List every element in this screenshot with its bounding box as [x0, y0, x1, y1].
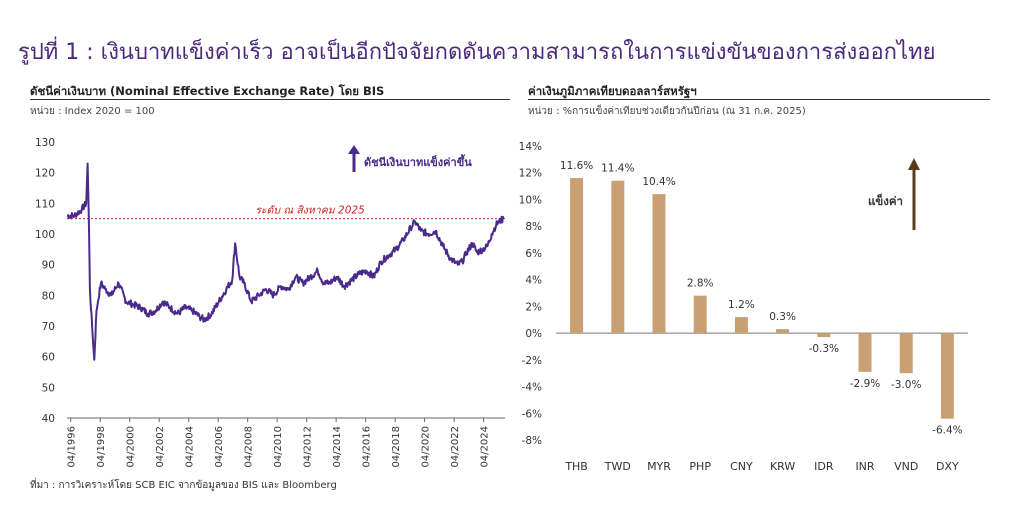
right-bar-data-label: 1.2% — [728, 299, 755, 311]
right-y-tick-label: 10% — [519, 194, 542, 206]
right-y-tick-label: 14% — [519, 141, 542, 153]
right-y-tick-label: 4% — [525, 275, 542, 287]
right-chart-unit: หน่วย : %การแข็งค่าเทียบช่วงเดียวกันปีก่… — [528, 106, 806, 117]
left-chart-unit: หน่วย : Index 2020 = 100 — [30, 106, 155, 117]
source-note: ที่มา : การวิเคราะห์โดย SCB EIC จากข้อมู… — [30, 480, 337, 491]
right-category-label: DXY — [936, 460, 959, 473]
right-category-label: THB — [564, 460, 588, 473]
right-bar — [570, 178, 584, 334]
right-bar-data-label: -0.3% — [809, 343, 839, 355]
right-bar — [652, 194, 666, 334]
right-bar-data-label: 2.8% — [687, 278, 714, 290]
left-x-tick-label: 04/1996 — [67, 426, 78, 468]
left-chart-title: ดัชนีค่าเงินบาท (Nominal Effective Excha… — [30, 84, 385, 98]
right-y-tick-label: 8% — [525, 221, 542, 233]
left-x-tick-label: 04/2008 — [244, 426, 255, 468]
left-y-tick-label: 100 — [35, 229, 55, 241]
left-chart-title-rule — [30, 99, 510, 100]
left-x-tick-label: 04/2018 — [391, 426, 402, 468]
left-y-tick-label: 110 — [35, 198, 55, 210]
right-bar — [611, 180, 625, 334]
page-title: รูปที่ 1 : เงินบาทแข็งค่าเร็ว อาจเป็นอีก… — [18, 40, 936, 65]
right-bar — [899, 333, 913, 374]
right-bar — [693, 295, 707, 334]
right-bar-data-label: -2.9% — [850, 378, 880, 390]
left-reference-label: ระดับ ณ สิงหาคม 2025 — [255, 205, 365, 217]
right-category-label: KRW — [770, 460, 795, 473]
right-y-tick-label: 2% — [525, 301, 542, 313]
right-bar — [776, 329, 790, 334]
right-bar-data-label: 10.4% — [642, 176, 675, 188]
right-category-label: PHP — [689, 460, 711, 473]
right-chart-title: ค่าเงินภูมิภาคเทียบดอลลาร์สหรัฐฯ — [528, 84, 697, 98]
right-category-label: TWD — [604, 460, 631, 473]
left-x-tick-label: 04/2022 — [450, 426, 461, 468]
right-bar — [940, 333, 954, 419]
left-x-tick-label: 04/2002 — [155, 426, 166, 468]
right-y-tick-label: -8% — [522, 435, 542, 447]
left-x-tick-label: 04/2024 — [480, 426, 491, 468]
left-series-line — [66, 162, 505, 361]
right-bar-data-label: 0.3% — [769, 311, 796, 323]
left-annotation-text: ดัชนีเงินบาทแข็งค่าขึ้น — [364, 154, 472, 169]
right-annotation-text: แข็งค่า — [868, 193, 903, 208]
right-category-label: VND — [894, 460, 918, 473]
left-y-tick-label: 70 — [42, 321, 55, 333]
left-x-tick-label: 04/2016 — [362, 426, 373, 468]
right-bar — [734, 317, 748, 334]
left-y-tick-label: 130 — [35, 137, 55, 149]
left-x-tick-label: 04/2012 — [303, 426, 314, 468]
right-chart-title-rule — [528, 99, 990, 100]
left-x-tick-label: 04/2006 — [214, 426, 225, 468]
left-x-tick-label: 04/2010 — [273, 426, 284, 468]
left-x-tick-label: 04/1998 — [96, 426, 107, 468]
right-category-label: MYR — [647, 460, 671, 473]
left-y-tick-label: 40 — [42, 413, 55, 425]
right-bar-data-label: 11.4% — [601, 163, 634, 175]
right-y-tick-label: 12% — [519, 168, 542, 180]
left-annotation-arrow-head — [348, 145, 360, 154]
right-category-label: INR — [855, 460, 874, 473]
right-y-tick-label: -6% — [522, 408, 542, 420]
right-bar-data-label: -6.4% — [932, 425, 962, 437]
right-bar — [858, 333, 872, 372]
right-y-tick-label: -2% — [522, 355, 542, 367]
right-bar — [817, 333, 831, 338]
left-y-tick-label: 60 — [42, 352, 55, 364]
right-y-tick-label: 6% — [525, 248, 542, 260]
left-y-tick-label: 90 — [42, 260, 55, 272]
right-bar-data-label: -3.0% — [891, 379, 921, 391]
left-y-tick-label: 50 — [42, 382, 55, 394]
right-y-tick-label: -4% — [522, 382, 542, 394]
left-x-tick-label: 04/2014 — [332, 426, 343, 468]
right-annotation-arrow-head — [908, 158, 920, 170]
right-bar-data-label: 11.6% — [560, 160, 593, 172]
left-x-tick-label: 04/2000 — [126, 426, 137, 468]
left-x-tick-label: 04/2004 — [185, 426, 196, 468]
left-y-tick-label: 120 — [35, 168, 55, 180]
right-category-label: IDR — [814, 460, 834, 473]
left-x-tick-label: 04/2020 — [421, 426, 432, 468]
right-category-label: CNY — [730, 460, 753, 473]
left-y-tick-label: 80 — [42, 290, 55, 302]
right-y-tick-label: 0% — [525, 328, 542, 340]
